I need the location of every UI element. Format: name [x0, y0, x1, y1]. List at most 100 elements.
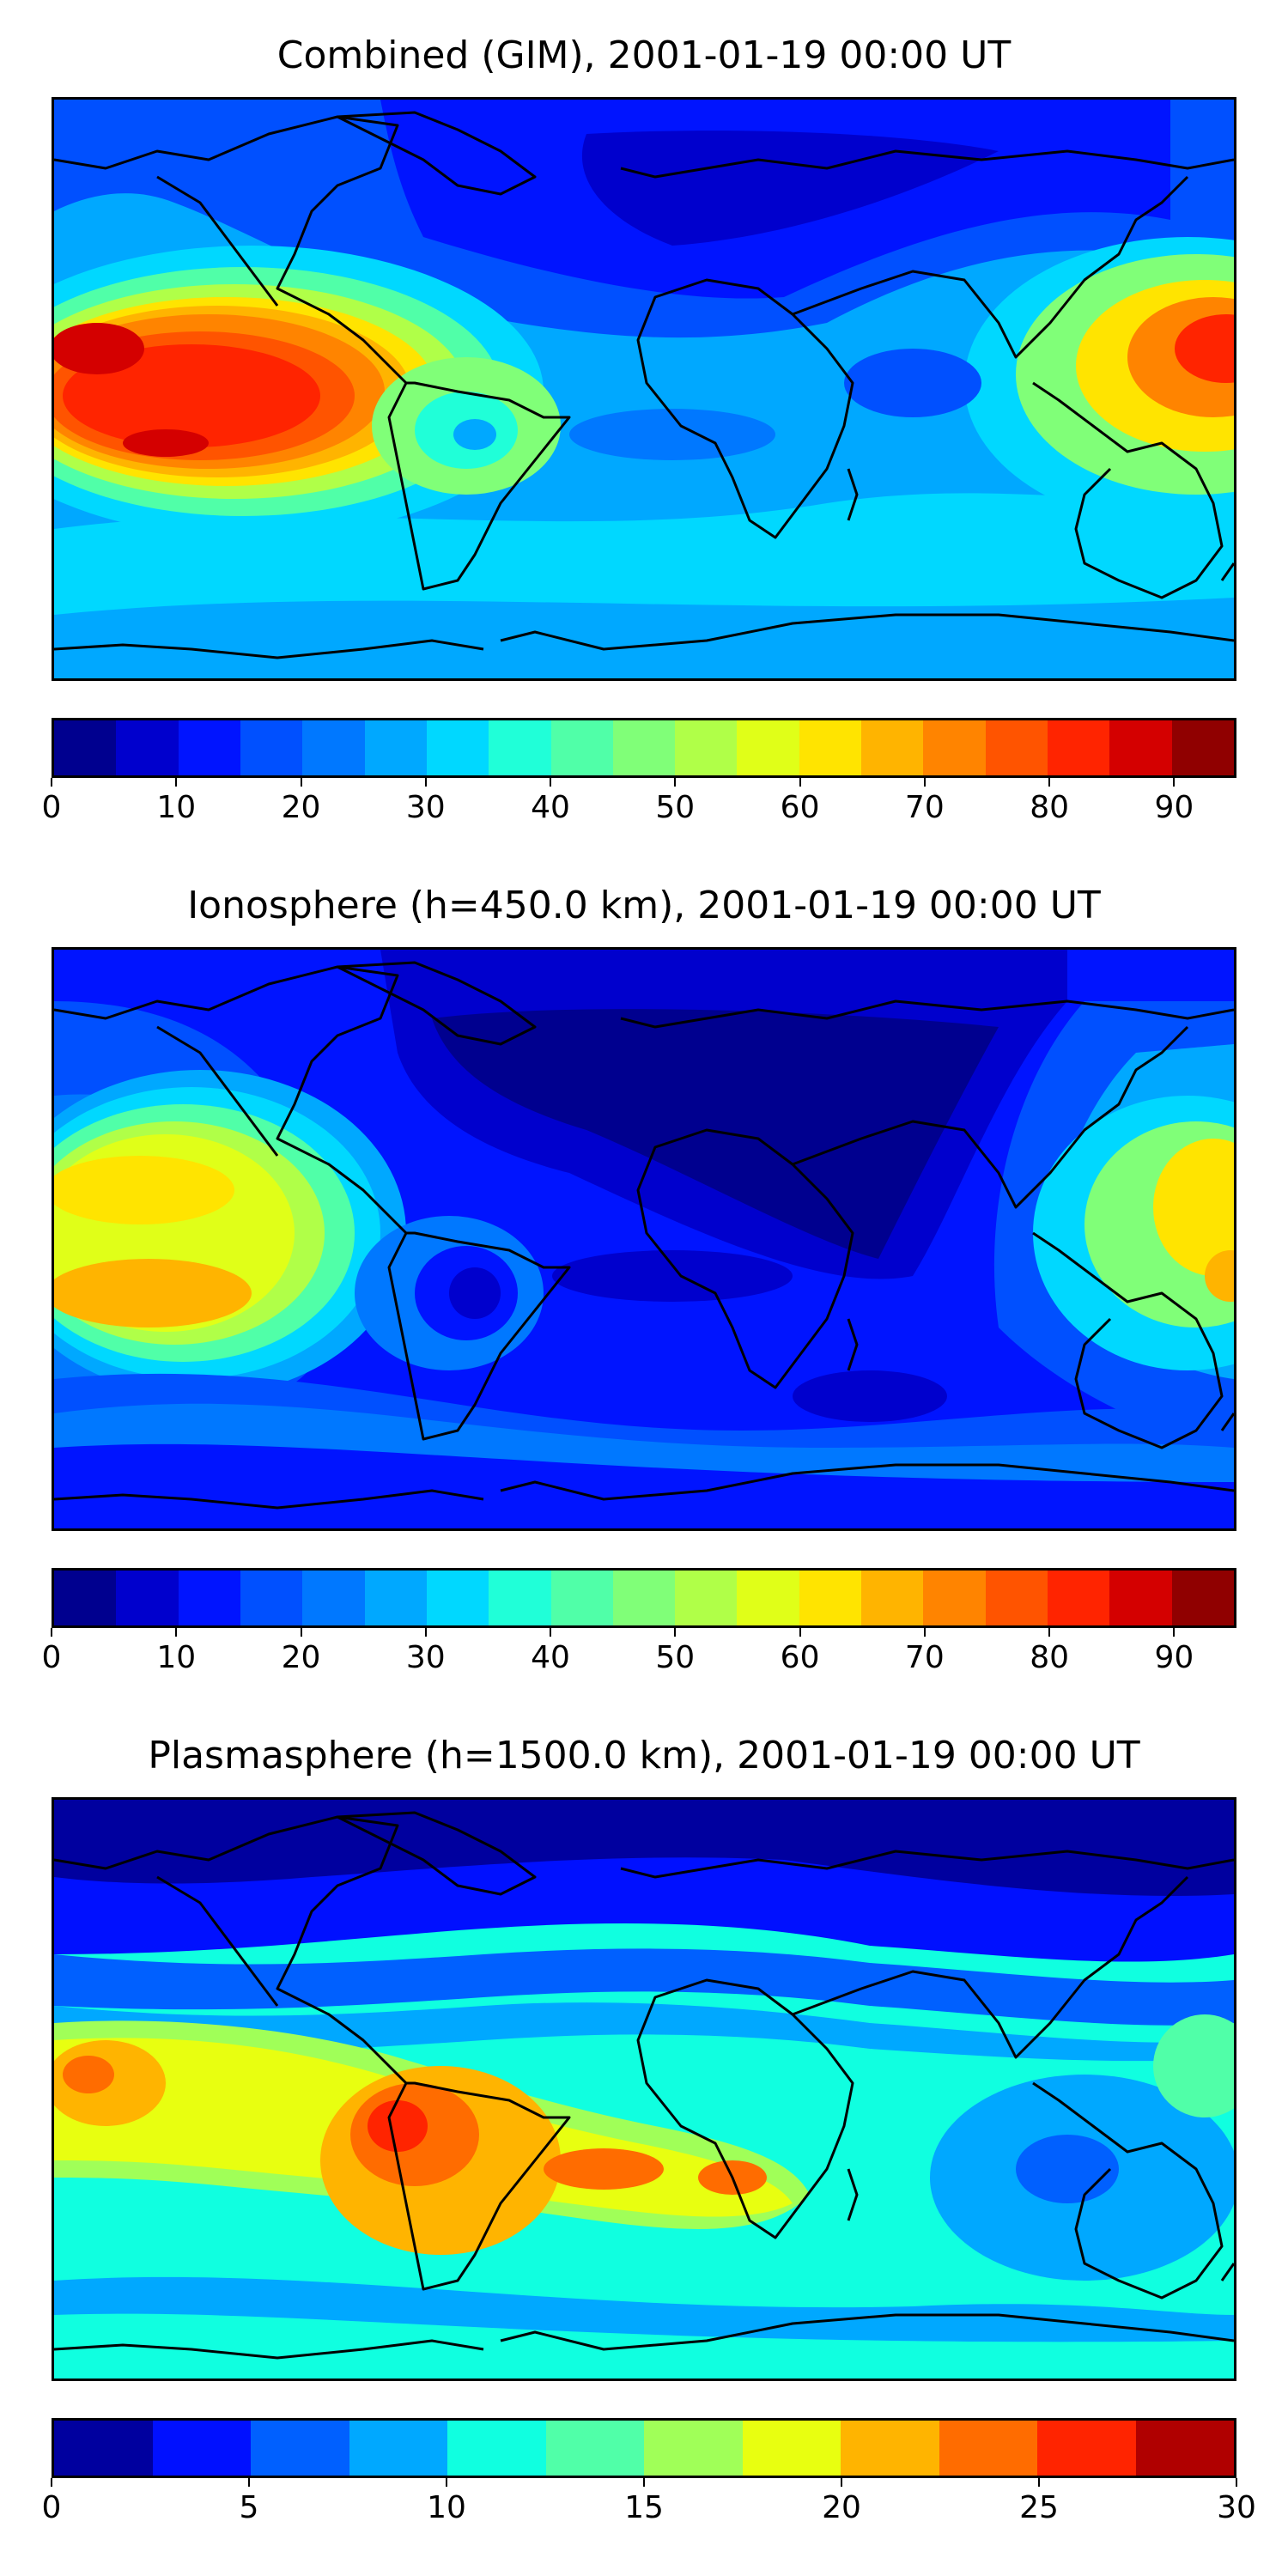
colorbar-segment — [644, 2421, 743, 2476]
colorbar-segment — [612, 1571, 676, 1625]
ionosphere-map — [52, 947, 1236, 1531]
colorbar-tick-mark — [799, 778, 801, 787]
colorbar-segment — [737, 720, 799, 775]
colorbar-segment — [1171, 720, 1234, 775]
colorbar-tick-mark — [643, 2478, 645, 2487]
colorbar-segment — [737, 1571, 799, 1625]
colorbar-segment — [550, 720, 613, 775]
panel-3-title: Plasmasphere (h=1500.0 km), 2001-01-19 0… — [148, 1734, 1140, 1777]
colorbar-tick-label: 30 — [405, 790, 446, 825]
colorbar-tick-mark — [550, 778, 552, 787]
combined-colorbar — [52, 718, 1236, 778]
colorbar-tick-label: 70 — [904, 1640, 945, 1675]
ionosphere-contour-map — [54, 950, 1234, 1528]
colorbar-tick-label: 10 — [156, 1640, 197, 1675]
colorbar-segment — [240, 720, 303, 775]
ionosphere-colorbar-ticks: 0 10 20 30 40 50 60 70 80 90 — [42, 1628, 1236, 1680]
colorbar-tick-mark — [1048, 1628, 1051, 1637]
colorbar-segment — [178, 720, 240, 775]
colorbar-segment — [985, 720, 1048, 775]
colorbar-tick-label: 5 — [239, 2490, 259, 2525]
colorbar-segment — [54, 1571, 117, 1625]
colorbar-segment — [923, 720, 986, 775]
colorbar-tick-label: 40 — [531, 790, 570, 825]
colorbar-tick-mark — [674, 1628, 677, 1637]
colorbar-tick-mark — [51, 1628, 52, 1637]
colorbar-segment — [939, 2421, 1037, 2476]
colorbar-tick-label: 20 — [281, 1640, 321, 1675]
colorbar-segment — [251, 2421, 349, 2476]
colorbar-tick-label: 10 — [156, 790, 197, 825]
colorbar-segment — [178, 1571, 240, 1625]
colorbar-tick-mark — [841, 2478, 842, 2487]
colorbar-tick-mark — [175, 1628, 178, 1637]
colorbar-segment — [364, 720, 427, 775]
colorbar-segment — [612, 720, 676, 775]
plasmasphere-map — [52, 1797, 1236, 2381]
colorbar-tick-mark — [424, 1628, 427, 1637]
colorbar-segment — [1048, 720, 1110, 775]
colorbar-tick-mark — [923, 778, 926, 787]
colorbar-tick-label: 30 — [1217, 2490, 1256, 2525]
colorbar-tick-label: 0 — [41, 790, 62, 825]
colorbar-segment — [54, 720, 117, 775]
colorbar-tick-mark — [1173, 1628, 1176, 1637]
colorbar-segment — [675, 720, 738, 775]
colorbar-segment — [116, 720, 179, 775]
colorbar-segment — [426, 720, 489, 775]
colorbar-segment — [54, 2421, 153, 2476]
colorbar-tick-label: 80 — [1030, 790, 1069, 825]
colorbar-tick-label: 80 — [1030, 1640, 1069, 1675]
combined-colorbar-ticks: 0 10 20 30 40 50 60 70 80 90 — [42, 778, 1236, 829]
colorbar-segment — [985, 1571, 1048, 1625]
plasmasphere-contour-map — [54, 1800, 1234, 2379]
colorbar-tick-label: 50 — [655, 1640, 696, 1675]
colorbar-segment — [426, 1571, 489, 1625]
colorbar-tick-mark — [300, 1628, 302, 1637]
colorbar-segment — [489, 720, 551, 775]
colorbar-tick-mark — [1038, 2478, 1040, 2487]
colorbar-segment — [116, 1571, 179, 1625]
colorbar-tick-mark — [1048, 778, 1051, 787]
colorbar-segment — [841, 2421, 939, 2476]
colorbar-tick-mark — [1173, 778, 1176, 787]
colorbar-segment — [1135, 2421, 1234, 2476]
colorbar-segment — [799, 720, 862, 775]
colorbar-tick-label: 0 — [41, 1640, 62, 1675]
colorbar-segment — [861, 1571, 924, 1625]
colorbar-tick-label: 20 — [822, 2490, 861, 2525]
colorbar-tick-mark — [51, 778, 52, 787]
colorbar-segment — [799, 1571, 862, 1625]
colorbar-tick-label: 90 — [1154, 790, 1194, 825]
colorbar-tick-label: 0 — [41, 2490, 62, 2525]
plasmasphere-colorbar-ticks: 0 5 10 15 20 25 30 — [42, 2478, 1256, 2530]
colorbar-tick-mark — [248, 2478, 250, 2487]
colorbar-tick-mark — [674, 778, 677, 787]
coastlines — [54, 111, 1234, 659]
colorbar-segment — [1109, 720, 1172, 775]
colorbar-tick-label: 50 — [655, 790, 696, 825]
colorbar-segment — [1109, 1571, 1172, 1625]
colorbar-segment — [1171, 1571, 1234, 1625]
colorbar-tick-label: 15 — [624, 2490, 664, 2525]
colorbar-segment — [302, 1571, 365, 1625]
colorbar-segment — [861, 720, 924, 775]
colorbar-segment — [550, 1571, 613, 1625]
colorbar-tick-label: 70 — [904, 790, 945, 825]
colorbar-tick-label: 20 — [281, 790, 321, 825]
colorbar-segment — [489, 1571, 551, 1625]
colorbar-tick-label: 60 — [780, 1640, 820, 1675]
colorbar-segment — [152, 2421, 251, 2476]
colorbar-tick-label: 90 — [1154, 1640, 1194, 1675]
colorbar-tick-mark — [424, 778, 427, 787]
colorbar-tick-mark — [300, 778, 302, 787]
colorbar-segment — [675, 1571, 738, 1625]
plasmasphere-colorbar — [52, 2418, 1236, 2478]
colorbar-tick-mark — [51, 2478, 52, 2487]
colorbar-segment — [1048, 1571, 1110, 1625]
ionosphere-colorbar — [52, 1568, 1236, 1628]
colorbar-segment — [364, 1571, 427, 1625]
colorbar-tick-label: 30 — [405, 1640, 446, 1675]
combined-gim-contour-map — [54, 100, 1234, 678]
colorbar-segment — [302, 720, 365, 775]
